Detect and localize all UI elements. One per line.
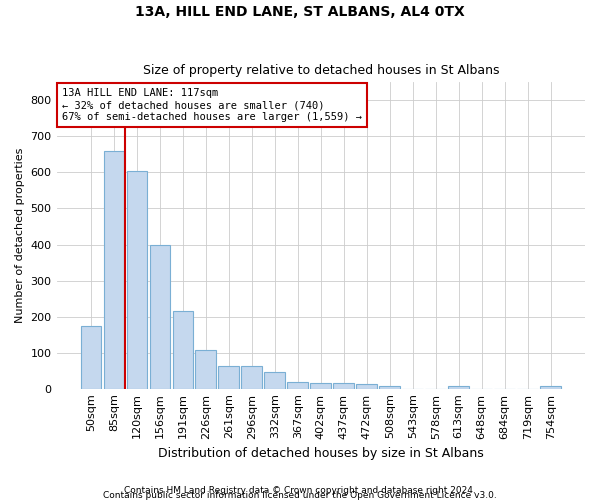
Bar bbox=[265, 372, 285, 388]
Bar bbox=[149, 244, 170, 388]
Bar bbox=[80, 326, 101, 388]
Text: 13A, HILL END LANE, ST ALBANS, AL4 0TX: 13A, HILL END LANE, ST ALBANS, AL4 0TX bbox=[135, 5, 465, 19]
Bar bbox=[448, 386, 469, 388]
Bar bbox=[196, 350, 216, 389]
Bar bbox=[104, 151, 124, 388]
Bar bbox=[334, 383, 354, 388]
Title: Size of property relative to detached houses in St Albans: Size of property relative to detached ho… bbox=[143, 64, 499, 77]
Bar bbox=[379, 386, 400, 388]
Text: Contains HM Land Registry data © Crown copyright and database right 2024.: Contains HM Land Registry data © Crown c… bbox=[124, 486, 476, 495]
Text: 13A HILL END LANE: 117sqm
← 32% of detached houses are smaller (740)
67% of semi: 13A HILL END LANE: 117sqm ← 32% of detac… bbox=[62, 88, 362, 122]
Text: Contains public sector information licensed under the Open Government Licence v3: Contains public sector information licen… bbox=[103, 491, 497, 500]
Bar bbox=[173, 311, 193, 388]
Y-axis label: Number of detached properties: Number of detached properties bbox=[15, 148, 25, 323]
Bar bbox=[241, 366, 262, 388]
Bar bbox=[356, 384, 377, 388]
Bar bbox=[540, 386, 561, 388]
Bar bbox=[310, 383, 331, 388]
Bar bbox=[127, 170, 147, 388]
X-axis label: Distribution of detached houses by size in St Albans: Distribution of detached houses by size … bbox=[158, 447, 484, 460]
Bar bbox=[218, 366, 239, 388]
Bar bbox=[287, 382, 308, 388]
